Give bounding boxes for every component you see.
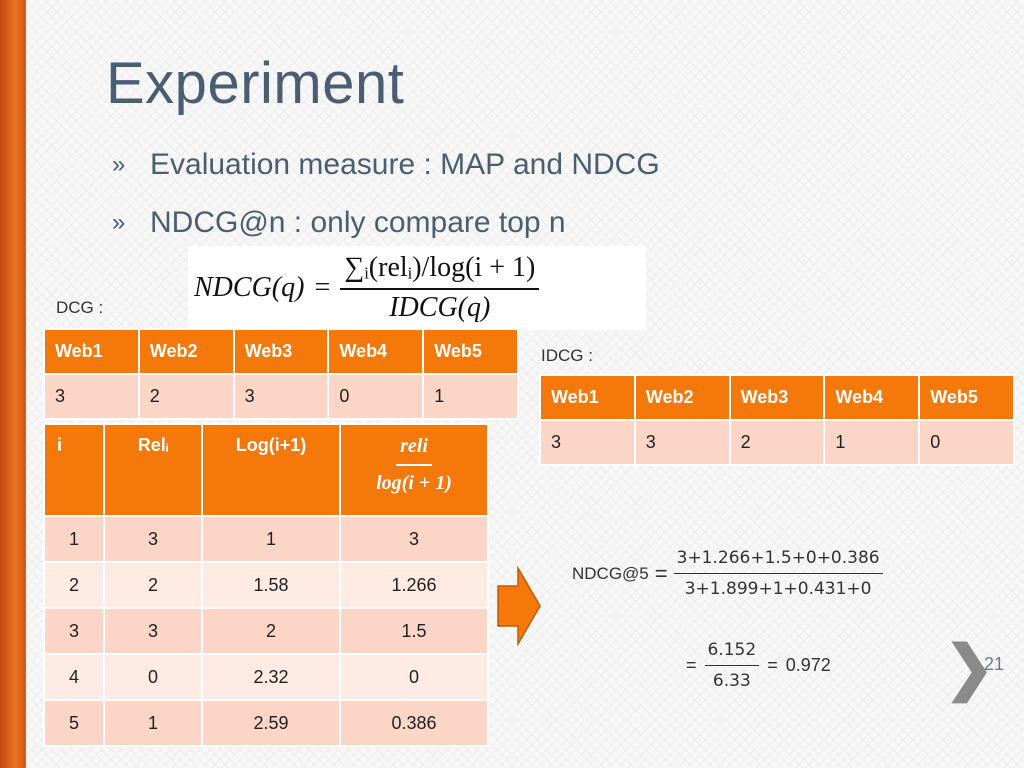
table-cell: 2 xyxy=(103,561,203,609)
ndcg-label: NDCG@5 xyxy=(572,563,649,583)
header-cell: Web3 xyxy=(728,374,826,421)
header-fraction-numerator: reli xyxy=(396,435,432,466)
bullet-text: NDCG@n : only compare top n xyxy=(150,206,566,239)
ndcg-denominator: 3+1.899+1+0.431+0 xyxy=(684,579,872,599)
table-cell: 3 xyxy=(633,419,731,466)
table-cell: 2 xyxy=(728,419,826,466)
ndcg-result: = 6.152 6.33 = 0.972 xyxy=(678,640,831,691)
header-cell: Web2 xyxy=(137,328,235,375)
table-row: 3 2 3 0 1 xyxy=(43,373,519,420)
page-number: 21 xyxy=(984,654,1005,674)
header-cell: Web5 xyxy=(918,374,1015,421)
header-cell: Relᵢ xyxy=(103,423,203,517)
slide-title: Experiment xyxy=(106,51,405,116)
ndcg-formula-image: NDCG(q) = ∑ᵢ(relᵢ)/log(i + 1) IDCG(q) xyxy=(188,246,646,330)
simplified-numerator: 6.152 xyxy=(704,640,760,666)
bullet-item: » NDCG@n : only compare top n xyxy=(112,194,660,252)
bullet-text: Evaluation measure : MAP and NDCG xyxy=(150,148,660,181)
result-equals: = xyxy=(686,655,697,675)
dcg-calculation-table: i Relᵢ Log(i+1) reli log(i + 1) 1 3 1 3 … xyxy=(43,423,489,747)
table-header-row: Web1 Web2 Web3 Web4 Web5 xyxy=(43,328,519,375)
table-cell: 1.58 xyxy=(201,561,341,609)
table-header-row: Web1 Web2 Web3 Web4 Web5 xyxy=(539,374,1015,421)
table-cell: 5 xyxy=(43,699,105,747)
header-fraction-denominator: log(i + 1) xyxy=(376,472,452,494)
table-cell: 3 xyxy=(43,607,105,655)
table-cell: 2.59 xyxy=(201,699,341,747)
table-row: 5 1 2.59 0.386 xyxy=(43,699,489,747)
table-row: 3 3 2 1 0 xyxy=(539,419,1015,466)
table-row: 1 3 1 3 xyxy=(43,515,489,563)
header-cell: Web4 xyxy=(823,374,921,421)
table-row: 4 0 2.32 0 xyxy=(43,653,489,701)
table-cell: 1.5 xyxy=(339,607,489,655)
simplified-fraction: 6.152 6.33 xyxy=(704,640,760,691)
formula-fraction: ∑ᵢ(relᵢ)/log(i + 1) IDCG(q) xyxy=(340,252,540,324)
table-cell: 3 xyxy=(339,515,489,563)
table-cell: 1 xyxy=(43,515,105,563)
header-cell: Web5 xyxy=(422,328,519,375)
formula-lhs: NDCG(q) xyxy=(194,272,305,303)
table-row: 3 3 2 1.5 xyxy=(43,607,489,655)
header-cell: Web1 xyxy=(43,328,140,375)
formula-numerator: ∑ᵢ(relᵢ)/log(i + 1) xyxy=(340,252,540,290)
formula-equals: = xyxy=(314,272,331,303)
ndcg-fraction: 3+1.266+1.5+0+0.386 3+1.899+1+0.431+0 xyxy=(673,548,883,599)
table-cell: 3 xyxy=(103,607,203,655)
table-cell: 3 xyxy=(43,373,140,420)
table-row: 2 2 1.58 1.266 xyxy=(43,561,489,609)
table-cell: 0 xyxy=(103,653,203,701)
header-cell: i xyxy=(43,423,105,517)
idcg-label: IDCG : xyxy=(541,346,593,365)
table-cell: 0 xyxy=(339,653,489,701)
dcg-label: DCG : xyxy=(56,298,104,317)
dcg-table: Web1 Web2 Web3 Web4 Web5 3 2 3 0 1 xyxy=(43,328,519,420)
result-value: 0.972 xyxy=(785,655,831,675)
idcg-table: Web1 Web2 Web3 Web4 Web5 3 3 2 1 0 xyxy=(539,374,1015,466)
table-cell: 1 xyxy=(103,699,203,747)
formula-denominator: IDCG(q) xyxy=(389,292,491,323)
header-fraction: reli log(i + 1) xyxy=(372,435,456,495)
header-cell: Log(i+1) xyxy=(201,423,341,517)
table-cell: 2 xyxy=(137,373,235,420)
table-cell: 0 xyxy=(918,419,1015,466)
left-accent-bar xyxy=(0,0,26,768)
result-equals: = xyxy=(767,655,778,675)
header-cell-fraction: reli log(i + 1) xyxy=(339,423,489,517)
table-cell: 3 xyxy=(103,515,203,563)
header-cell: Web4 xyxy=(327,328,425,375)
ndcg-equals: = xyxy=(654,560,668,586)
table-cell: 2 xyxy=(201,607,341,655)
table-header-row: i Relᵢ Log(i+1) reli log(i + 1) xyxy=(43,423,489,517)
table-cell: 0 xyxy=(327,373,425,420)
ndcg-equation: NDCG@5 = 3+1.266+1.5+0+0.386 3+1.899+1+0… xyxy=(572,548,883,599)
table-cell: 1.266 xyxy=(339,561,489,609)
ndcg-numerator: 3+1.266+1.5+0+0.386 xyxy=(673,548,883,574)
simplified-denominator: 6.33 xyxy=(712,671,751,691)
chevron-right-icon: ❯ xyxy=(944,634,995,701)
right-arrow-icon xyxy=(497,566,541,646)
header-cell: Web2 xyxy=(633,374,731,421)
table-cell: 2.32 xyxy=(201,653,341,701)
table-cell: 3 xyxy=(232,373,330,420)
table-cell: 1 xyxy=(823,419,921,466)
table-cell: 1 xyxy=(201,515,341,563)
table-cell: 1 xyxy=(422,373,519,420)
header-cell: Web1 xyxy=(539,374,636,421)
table-cell: 4 xyxy=(43,653,105,701)
header-cell: Web3 xyxy=(232,328,330,375)
table-cell: 2 xyxy=(43,561,105,609)
bullet-marker: » xyxy=(112,151,126,178)
table-cell: 3 xyxy=(539,419,636,466)
bullet-item: » Evaluation measure : MAP and NDCG xyxy=(112,136,660,194)
bullet-list: » Evaluation measure : MAP and NDCG » ND… xyxy=(112,136,660,252)
bullet-marker: » xyxy=(112,209,126,236)
table-cell: 0.386 xyxy=(339,699,489,747)
